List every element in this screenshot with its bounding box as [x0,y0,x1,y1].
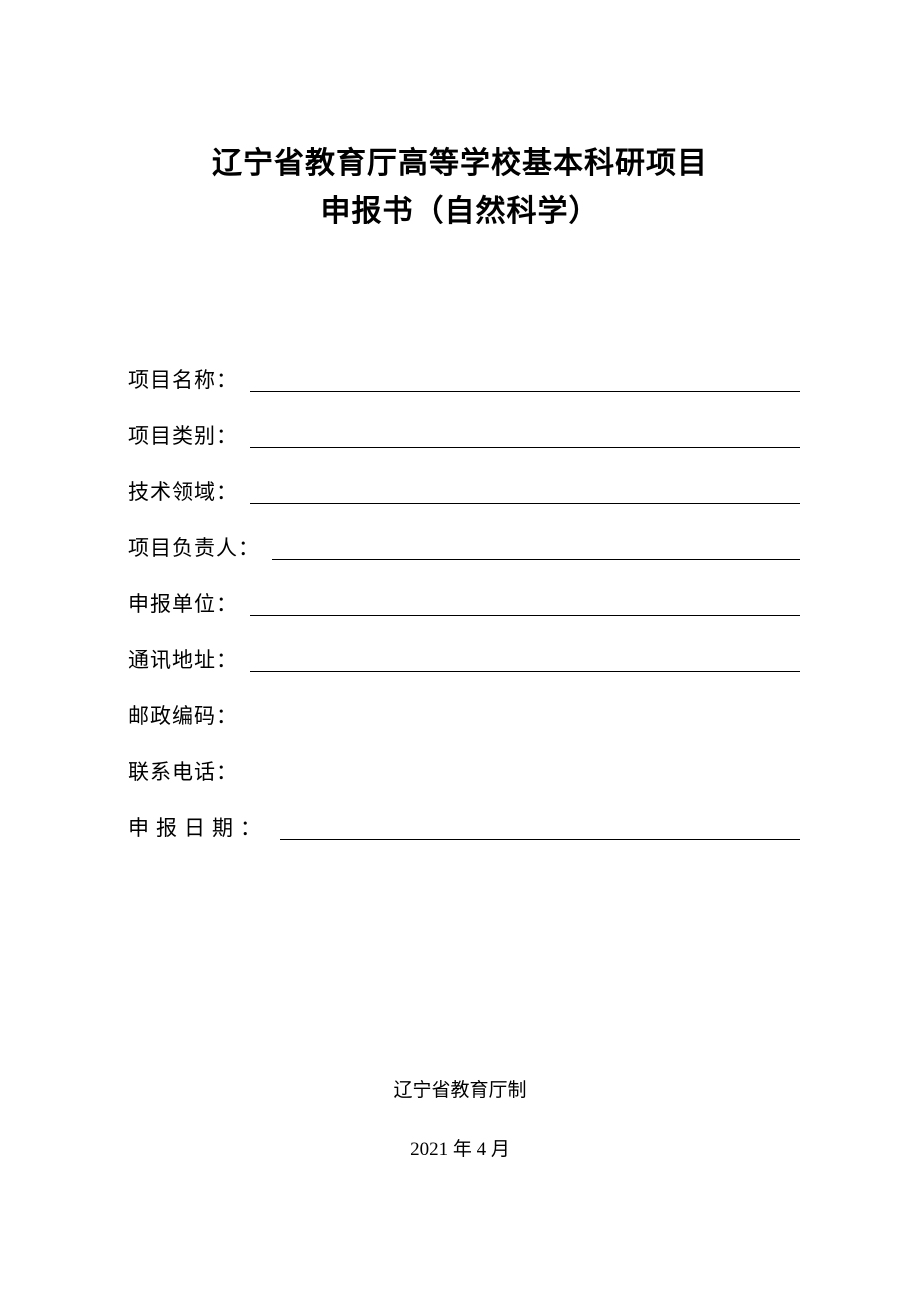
footer-org: 辽宁省教育厅制 [0,1075,920,1102]
title-line-1: 辽宁省教育厅高等学校基本科研项目 [120,140,800,188]
field-label: 申报日期： [128,812,268,842]
field-label: 项目类别： [128,420,238,450]
form-fields: 项目名称： 项目类别： 技术领域： 项目负责人： 申报单位： 通讯地址： 邮政编… [120,366,800,842]
field-postal-code: 邮政编码： [128,702,800,730]
field-mailing-address: 通讯地址： [128,646,800,674]
field-underline [250,671,800,672]
field-label: 项目负责人： [128,532,260,562]
field-label: 通讯地址： [128,644,238,674]
field-label: 技术领域： [128,476,238,506]
field-underline [250,391,800,392]
title-block: 辽宁省教育厅高等学校基本科研项目 申报书（自然科学） [120,140,800,236]
field-underline [250,447,800,448]
field-label: 联系电话： [128,756,238,786]
field-underline-empty [250,783,800,784]
field-underline-empty [250,727,800,728]
footer-block: 辽宁省教育厅制 2021 年 4 月 [0,1075,920,1161]
field-underline [272,559,800,560]
field-underline [280,839,800,840]
field-label: 申报单位： [128,588,238,618]
field-label: 邮政编码： [128,700,238,730]
document-page: 辽宁省教育厅高等学校基本科研项目 申报书（自然科学） 项目名称： 项目类别： 技… [0,0,920,1301]
field-label: 项目名称： [128,364,238,394]
field-project-category: 项目类别： [128,422,800,450]
field-project-lead: 项目负责人： [128,534,800,562]
footer-date: 2021 年 4 月 [0,1134,920,1161]
field-tech-domain: 技术领域： [128,478,800,506]
field-underline [250,503,800,504]
field-contact-phone: 联系电话： [128,758,800,786]
title-line-2: 申报书（自然科学） [120,188,800,236]
field-underline [250,615,800,616]
field-application-date: 申报日期： [128,814,800,842]
field-applying-unit: 申报单位： [128,590,800,618]
field-project-name: 项目名称： [128,366,800,394]
